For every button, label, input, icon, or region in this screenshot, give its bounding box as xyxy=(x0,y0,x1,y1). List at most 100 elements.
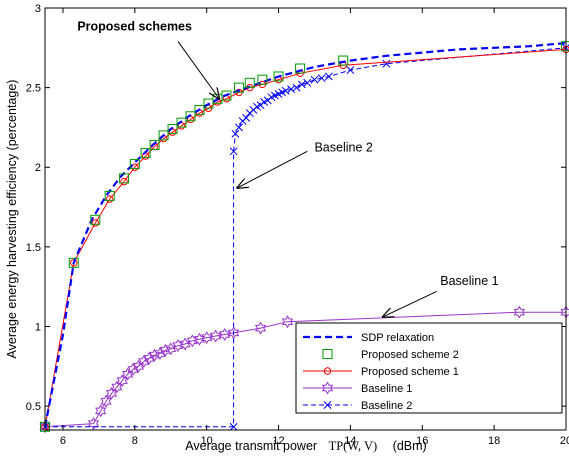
point-proposed-scheme-2 xyxy=(273,71,284,82)
point-proposed-scheme-2 xyxy=(244,77,255,88)
y-tick-label: 2 xyxy=(35,162,41,174)
point-baseline-2 xyxy=(287,85,296,94)
point-baseline-1 xyxy=(513,305,525,319)
point-proposed-scheme-2 xyxy=(158,130,169,141)
point-baseline-2 xyxy=(292,83,301,92)
series-line-sdp-relaxation xyxy=(43,41,567,428)
legend-entry-sdp-relaxation: SDP relaxation xyxy=(303,332,434,344)
series-baseline-2 xyxy=(41,43,569,431)
x-axis-label: Average transmit power TP(W, V) (dBm) xyxy=(185,439,426,453)
legend-marker xyxy=(323,401,332,409)
x-tick-label: 20 xyxy=(560,435,569,447)
x-tick-label: 8 xyxy=(132,435,138,447)
legend-entry-baseline-2: Baseline 2 xyxy=(303,400,412,412)
point-baseline-2 xyxy=(303,78,312,87)
point-baseline-1 xyxy=(179,337,191,351)
x-tick-label: 16 xyxy=(416,435,428,447)
point-proposed-scheme-2 xyxy=(119,173,130,184)
point-proposed-scheme-2 xyxy=(129,159,140,170)
series-layer xyxy=(39,41,569,434)
point-proposed-scheme-1 xyxy=(70,259,78,267)
x-tick-label: 6 xyxy=(60,435,66,447)
point-baseline-1 xyxy=(186,334,198,348)
point-proposed-scheme-2 xyxy=(221,90,232,101)
point-baseline-2 xyxy=(231,129,240,138)
point-proposed-scheme-2 xyxy=(167,124,178,135)
point-proposed-scheme-2 xyxy=(149,139,160,150)
point-proposed-scheme-2 xyxy=(194,104,205,115)
point-proposed-scheme-2 xyxy=(140,147,151,158)
legend-label: Baseline 2 xyxy=(361,400,412,412)
legend-entry-baseline-1: Baseline 1 xyxy=(303,381,412,395)
point-baseline-2 xyxy=(229,147,238,156)
x-tick-label: 10 xyxy=(201,435,213,447)
ticks-layer: 6 8 10 12 14 16 18 20 0.5 1 1.5 2 2.5 3 xyxy=(26,3,569,447)
point-baseline-1 xyxy=(122,367,134,381)
point-baseline-1 xyxy=(138,355,150,369)
annotation-label: Proposed schemes xyxy=(77,19,192,33)
point-baseline-2 xyxy=(229,422,238,431)
point-baseline-1 xyxy=(254,321,267,335)
point-baseline-1 xyxy=(127,363,139,376)
x-tick-label: 14 xyxy=(344,435,356,447)
y-tick-label: 2.5 xyxy=(26,83,41,95)
point-proposed-scheme-2 xyxy=(90,214,101,225)
annotations: Proposed schemes Baseline 2 Baseline 1 xyxy=(77,19,499,317)
point-baseline-1 xyxy=(87,417,100,431)
point-proposed-scheme-2 xyxy=(295,63,306,74)
x-axis-label-math: TP(W, V) xyxy=(329,439,378,453)
point-proposed-scheme-2 xyxy=(257,74,268,85)
y-tick-label: 1.5 xyxy=(26,242,41,254)
point-proposed-scheme-2 xyxy=(185,111,196,122)
point-proposed-scheme-2 xyxy=(104,190,115,201)
legend-entry-proposed-scheme-1: Proposed scheme 1 xyxy=(303,366,459,378)
y-tick-label: 3 xyxy=(35,3,41,15)
annotation-arrow xyxy=(383,291,437,316)
point-baseline-2 xyxy=(346,66,355,75)
legend-marker xyxy=(321,381,334,395)
point-baseline-2 xyxy=(235,123,243,132)
series-line-baseline-2 xyxy=(45,47,567,428)
point-baseline-1 xyxy=(132,359,145,373)
point-baseline-1 xyxy=(143,351,155,365)
annotation-label: Baseline 1 xyxy=(440,274,498,288)
point-baseline-1 xyxy=(95,404,107,418)
point-baseline-2 xyxy=(281,86,290,95)
x-tick-label: 18 xyxy=(488,435,500,447)
legend-entry-proposed-scheme-2: Proposed scheme 2 xyxy=(322,349,459,361)
point-proposed-scheme-2 xyxy=(68,257,79,268)
legend-label: Baseline 1 xyxy=(361,383,412,395)
annotation-arrow xyxy=(177,41,219,98)
point-baseline-1 xyxy=(193,332,206,346)
legend-marker xyxy=(322,349,333,359)
series-proposed-scheme-2 xyxy=(40,41,569,432)
point-proposed-scheme-2 xyxy=(234,82,245,93)
series-sdp-relaxation xyxy=(43,41,567,428)
annotation-arrow xyxy=(237,150,308,188)
point-proposed-scheme-1 xyxy=(91,219,100,227)
legend-marker xyxy=(323,367,332,375)
point-baseline-2 xyxy=(297,80,306,89)
plot-frame xyxy=(44,7,567,431)
y-axis-label: Average energy harvesting efficiency (pe… xyxy=(5,80,19,359)
legend-label: Proposed scheme 2 xyxy=(361,349,459,361)
x-axis-label-unit: (dBm) xyxy=(393,439,427,453)
point-baseline-1 xyxy=(165,342,177,356)
legend-label: Proposed scheme 1 xyxy=(361,366,459,378)
point-baseline-1 xyxy=(148,348,161,362)
x-tick-label: 12 xyxy=(272,435,284,447)
point-baseline-2 xyxy=(324,72,333,81)
point-baseline-1 xyxy=(281,315,294,329)
annotation-label: Baseline 2 xyxy=(314,140,372,154)
y-tick-label: 1 xyxy=(35,321,41,333)
legend: SDP relaxation Proposed scheme 2 Proposed … xyxy=(295,322,563,414)
point-baseline-1 xyxy=(172,339,184,353)
point-baseline-1 xyxy=(228,326,240,340)
point-baseline-1 xyxy=(159,343,171,357)
point-baseline-2 xyxy=(317,74,326,83)
point-baseline-2 xyxy=(242,113,251,122)
y-tick-label: 0.5 xyxy=(26,401,41,413)
point-baseline-2 xyxy=(310,75,319,84)
series-line-proposed-scheme-1 xyxy=(44,48,567,427)
